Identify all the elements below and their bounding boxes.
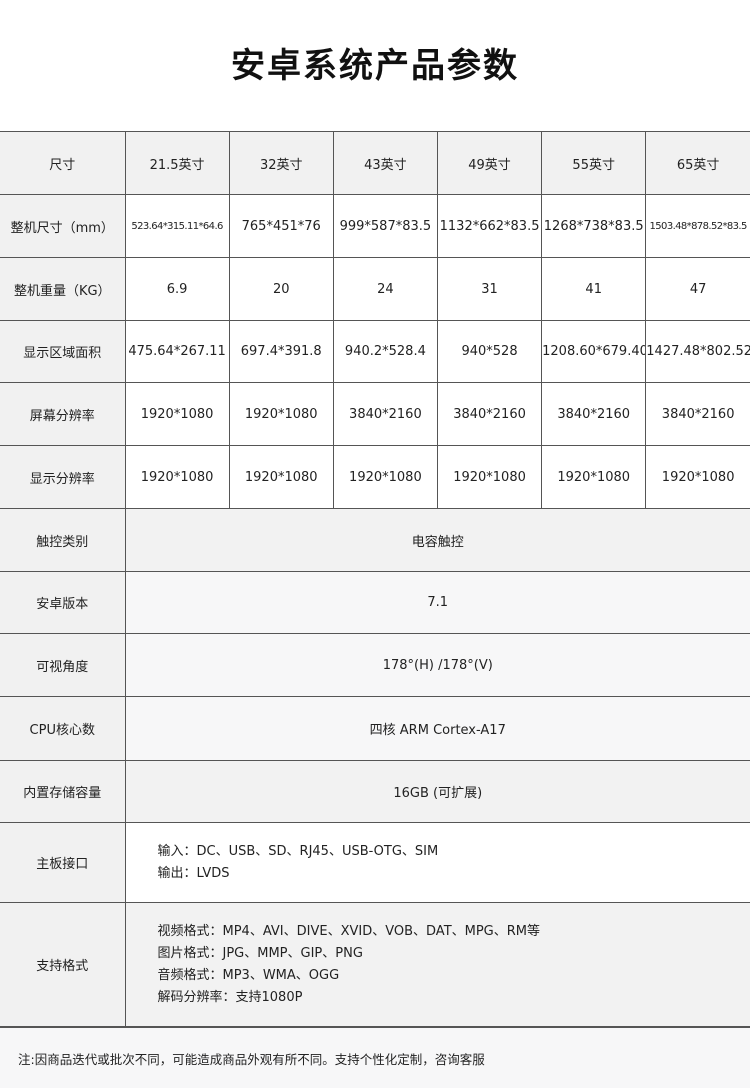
- row-value: 940*528: [437, 321, 541, 383]
- row-value: 1208.60*679.40: [542, 321, 646, 383]
- row-value: 输入：DC、USB、SD、RJ45、USB-OTG、SIM 输出：LVDS: [125, 823, 750, 903]
- row-value: 1268*738*83.5: [542, 195, 646, 258]
- row-value: 1503.48*878.52*83.5: [646, 195, 750, 258]
- row-value: 3840*2160: [646, 383, 750, 446]
- row-value: 41: [542, 258, 646, 321]
- size-header: 49英寸: [437, 132, 541, 195]
- row-label: 主板接口: [0, 823, 125, 903]
- format-line: 解码分辨率：支持1080P: [158, 987, 750, 1009]
- row-value: 7.1: [125, 572, 750, 634]
- row-label: 安卓版本: [0, 572, 125, 634]
- row-label: 触控类别: [0, 509, 125, 572]
- row-value: 1920*1080: [125, 446, 229, 509]
- row-value: 1920*1080: [542, 446, 646, 509]
- row-value: 1920*1080: [125, 383, 229, 446]
- size-header: 32英寸: [229, 132, 333, 195]
- format-line: 音频格式：MP3、WMA、OGG: [158, 965, 750, 987]
- row-label: 整机重量（KG）: [0, 258, 125, 321]
- page-title: 安卓系统产品参数: [0, 0, 750, 131]
- row-value: 24: [333, 258, 437, 321]
- row-value: 1920*1080: [437, 446, 541, 509]
- header-label: 尺寸: [0, 132, 125, 195]
- row-label: 可视角度: [0, 634, 125, 697]
- format-line: 图片格式：JPG、MMP、GIP、PNG: [158, 943, 750, 965]
- row-value: 999*587*83.5: [333, 195, 437, 258]
- row-label: 整机尺寸（mm）: [0, 195, 125, 258]
- row-value: 31: [437, 258, 541, 321]
- row-value: 20: [229, 258, 333, 321]
- row-label: 显示区域面积: [0, 321, 125, 383]
- table-row: 支持格式 视频格式：MP4、AVI、DIVE、XVID、VOB、DAT、MPG、…: [0, 903, 750, 1027]
- row-label: 内置存储容量: [0, 761, 125, 823]
- row-value: 16GB (可扩展): [125, 761, 750, 823]
- table-row: 触控类别电容触控: [0, 509, 750, 572]
- row-value: 四核 ARM Cortex-A17: [125, 697, 750, 761]
- interface-line: 输入：DC、USB、SD、RJ45、USB-OTG、SIM: [158, 841, 750, 863]
- format-line: 视频格式：MP4、AVI、DIVE、XVID、VOB、DAT、MPG、RM等: [158, 921, 750, 943]
- row-value: 1920*1080: [229, 383, 333, 446]
- row-value: 电容触控: [125, 509, 750, 572]
- row-value: 475.64*267.11: [125, 321, 229, 383]
- table-row: 主板接口 输入：DC、USB、SD、RJ45、USB-OTG、SIM 输出：LV…: [0, 823, 750, 903]
- row-value: 47: [646, 258, 750, 321]
- table-header-row: 尺寸 21.5英寸 32英寸 43英寸 49英寸 55英寸 65英寸: [0, 132, 750, 195]
- row-value: 178°(H) /178°(V): [125, 634, 750, 697]
- size-header: 43英寸: [333, 132, 437, 195]
- size-header: 65英寸: [646, 132, 750, 195]
- row-value: 1920*1080: [333, 446, 437, 509]
- row-value: 3840*2160: [542, 383, 646, 446]
- table-row: CPU核心数四核 ARM Cortex-A17: [0, 697, 750, 761]
- row-value: 6.9: [125, 258, 229, 321]
- row-label: CPU核心数: [0, 697, 125, 761]
- footnote: 注:因商品迭代或批次不同，可能造成商品外观有所不同。支持个性化定制，咨询客服: [0, 1027, 750, 1088]
- row-value: 3840*2160: [333, 383, 437, 446]
- size-header: 55英寸: [542, 132, 646, 195]
- row-label: 显示分辨率: [0, 446, 125, 509]
- row-value: 1920*1080: [646, 446, 750, 509]
- row-value: 1427.48*802.52: [646, 321, 750, 383]
- spec-table: 尺寸 21.5英寸 32英寸 43英寸 49英寸 55英寸 65英寸 整机尺寸（…: [0, 131, 750, 1027]
- row-value: 3840*2160: [437, 383, 541, 446]
- row-value: 视频格式：MP4、AVI、DIVE、XVID、VOB、DAT、MPG、RM等 图…: [125, 903, 750, 1027]
- row-value: 697.4*391.8: [229, 321, 333, 383]
- row-label: 支持格式: [0, 903, 125, 1027]
- row-value: 1132*662*83.5: [437, 195, 541, 258]
- row-value: 765*451*76: [229, 195, 333, 258]
- row-label: 屏幕分辨率: [0, 383, 125, 446]
- interface-line: 输出：LVDS: [158, 863, 750, 885]
- row-value: 940.2*528.4: [333, 321, 437, 383]
- row-value: 1920*1080: [229, 446, 333, 509]
- size-header: 21.5英寸: [125, 132, 229, 195]
- row-value: 523.64*315.11*64.6: [125, 195, 229, 258]
